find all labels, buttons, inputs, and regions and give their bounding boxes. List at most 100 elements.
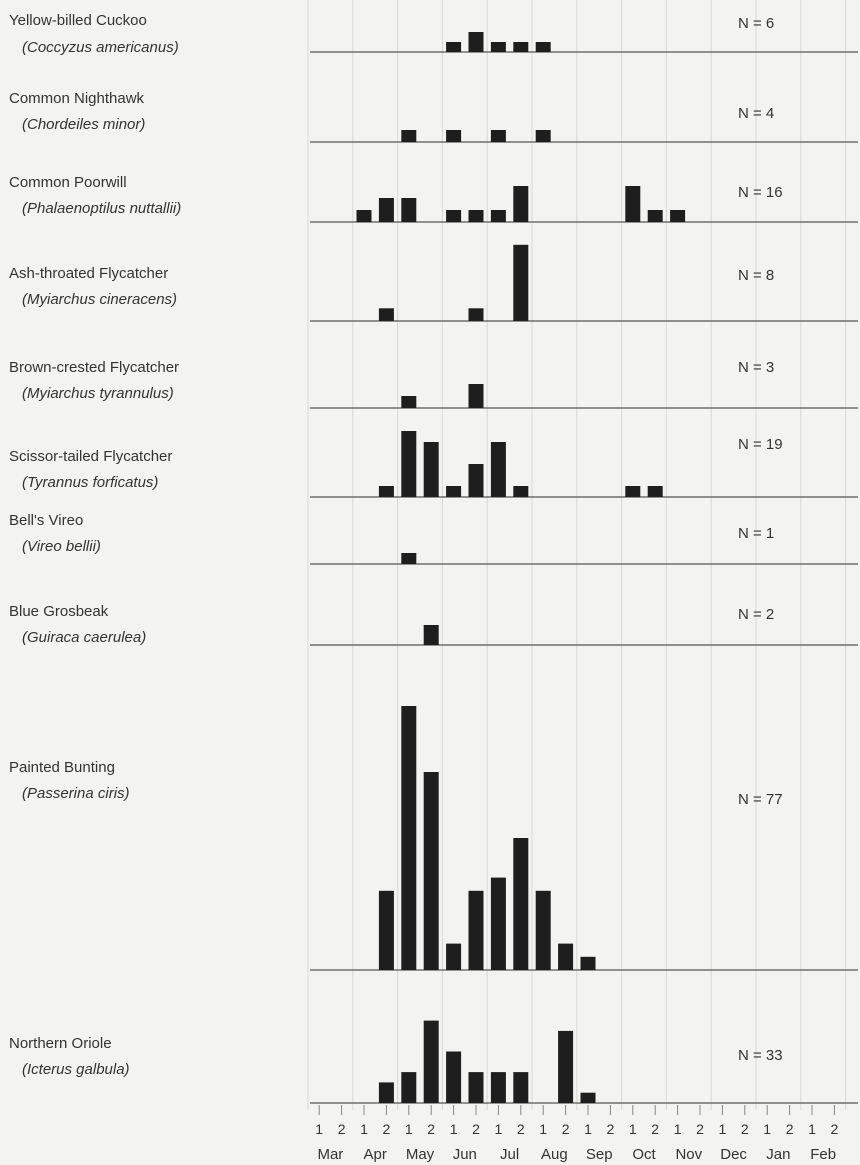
month-label: Nov (675, 1146, 702, 1163)
sample-size-label: N = 19 (738, 436, 783, 453)
bar (401, 198, 417, 222)
axis-tick-label: 2 (338, 1121, 346, 1137)
bar (647, 486, 663, 497)
axis-tick-label: 2 (383, 1121, 391, 1137)
bar (423, 625, 439, 645)
species-name: Common Poorwill (9, 174, 127, 191)
axis-tick-label: 1 (719, 1121, 727, 1137)
bar (513, 838, 529, 970)
month-label: Jun (453, 1146, 477, 1163)
bar (513, 486, 529, 497)
axis-tick-label: 2 (562, 1121, 570, 1137)
bar (468, 464, 484, 497)
axis-tick-label: 2 (607, 1121, 615, 1137)
sample-size-label: N = 2 (738, 606, 774, 623)
species-name: Painted Bunting (9, 759, 115, 776)
scientific-name: (Phalaenoptilus nuttallii) (22, 200, 181, 217)
species-name: Yellow-billed Cuckoo (9, 12, 147, 29)
axis-tick-label: 2 (517, 1121, 525, 1137)
sample-size-label: N = 4 (738, 105, 774, 122)
axis-tick-label: 1 (629, 1121, 637, 1137)
month-label: Aug (541, 1146, 568, 1163)
bar (513, 1072, 529, 1103)
scientific-name: (Vireo bellii) (22, 538, 101, 555)
scientific-name: (Chordeiles minor) (22, 116, 145, 133)
bar (423, 442, 439, 497)
bar (513, 42, 529, 52)
bar (446, 943, 462, 970)
bar (378, 308, 394, 321)
bar (446, 130, 462, 142)
bar (378, 198, 394, 222)
bar (490, 442, 506, 497)
axis-tick-label: 1 (495, 1121, 503, 1137)
sample-size-label: N = 1 (738, 525, 774, 542)
axis-tick-label: 2 (472, 1121, 480, 1137)
bar (558, 943, 574, 970)
bar (446, 486, 462, 497)
species-name: Scissor-tailed Flycatcher (9, 448, 172, 465)
scientific-name: (Passerina ciris) (22, 785, 130, 802)
month-label: Jul (500, 1146, 519, 1163)
sample-size-label: N = 8 (738, 267, 774, 284)
month-label: May (406, 1146, 435, 1163)
bar (490, 1072, 506, 1103)
axis-tick-label: 1 (808, 1121, 816, 1137)
bar (490, 877, 506, 970)
sample-size-label: N = 77 (738, 791, 783, 808)
bar (625, 486, 641, 497)
species-name: Blue Grosbeak (9, 603, 109, 620)
axis-tick-label: 1 (315, 1121, 323, 1137)
bar (446, 42, 462, 52)
axis-tick-label: 2 (786, 1121, 794, 1137)
bar (535, 890, 551, 970)
bar (356, 210, 372, 222)
month-label: Mar (317, 1146, 343, 1163)
axis-tick-label: 2 (831, 1121, 839, 1137)
month-label: Jan (766, 1146, 790, 1163)
species-name: Brown-crested Flycatcher (9, 359, 179, 376)
axis-tick-label: 1 (450, 1121, 458, 1137)
bar (378, 486, 394, 497)
bar (446, 1051, 462, 1103)
month-label: Apr (364, 1146, 387, 1163)
bar (558, 1030, 574, 1103)
bar (378, 890, 394, 970)
species-name: Common Nighthawk (9, 90, 145, 107)
axis-tick-label: 2 (741, 1121, 749, 1137)
bar (468, 384, 484, 408)
scientific-name: (Myiarchus tyrannulus) (22, 385, 174, 402)
axis-tick-label: 1 (539, 1121, 547, 1137)
sample-size-label: N = 16 (738, 184, 783, 201)
axis-tick-label: 1 (763, 1121, 771, 1137)
bar (468, 32, 484, 52)
bar (401, 553, 417, 564)
month-label: Sep (586, 1146, 613, 1163)
bar (401, 1072, 417, 1103)
bar (423, 772, 439, 970)
sample-size-label: N = 3 (738, 359, 774, 376)
axis-tick-label: 1 (360, 1121, 368, 1137)
axis-tick-label: 1 (584, 1121, 592, 1137)
bar (670, 210, 686, 222)
bar (468, 1072, 484, 1103)
bar (625, 186, 641, 222)
scientific-name: (Guiraca caerulea) (22, 629, 146, 646)
sample-size-label: N = 6 (738, 15, 774, 32)
bar (468, 210, 484, 222)
bar (535, 42, 551, 52)
bar (468, 308, 484, 321)
scientific-name: (Icterus galbula) (22, 1061, 130, 1078)
bar (647, 210, 663, 222)
scientific-name: (Tyrannus forficatus) (22, 474, 158, 491)
bar (378, 1082, 394, 1103)
axis-tick-label: 1 (405, 1121, 413, 1137)
bar (513, 244, 529, 321)
bar (490, 130, 506, 142)
bar (468, 890, 484, 970)
axis-tick-label: 1 (674, 1121, 682, 1137)
axis-tick-label: 2 (427, 1121, 435, 1137)
bar (423, 1020, 439, 1103)
species-name: Ash-throated Flycatcher (9, 265, 168, 282)
